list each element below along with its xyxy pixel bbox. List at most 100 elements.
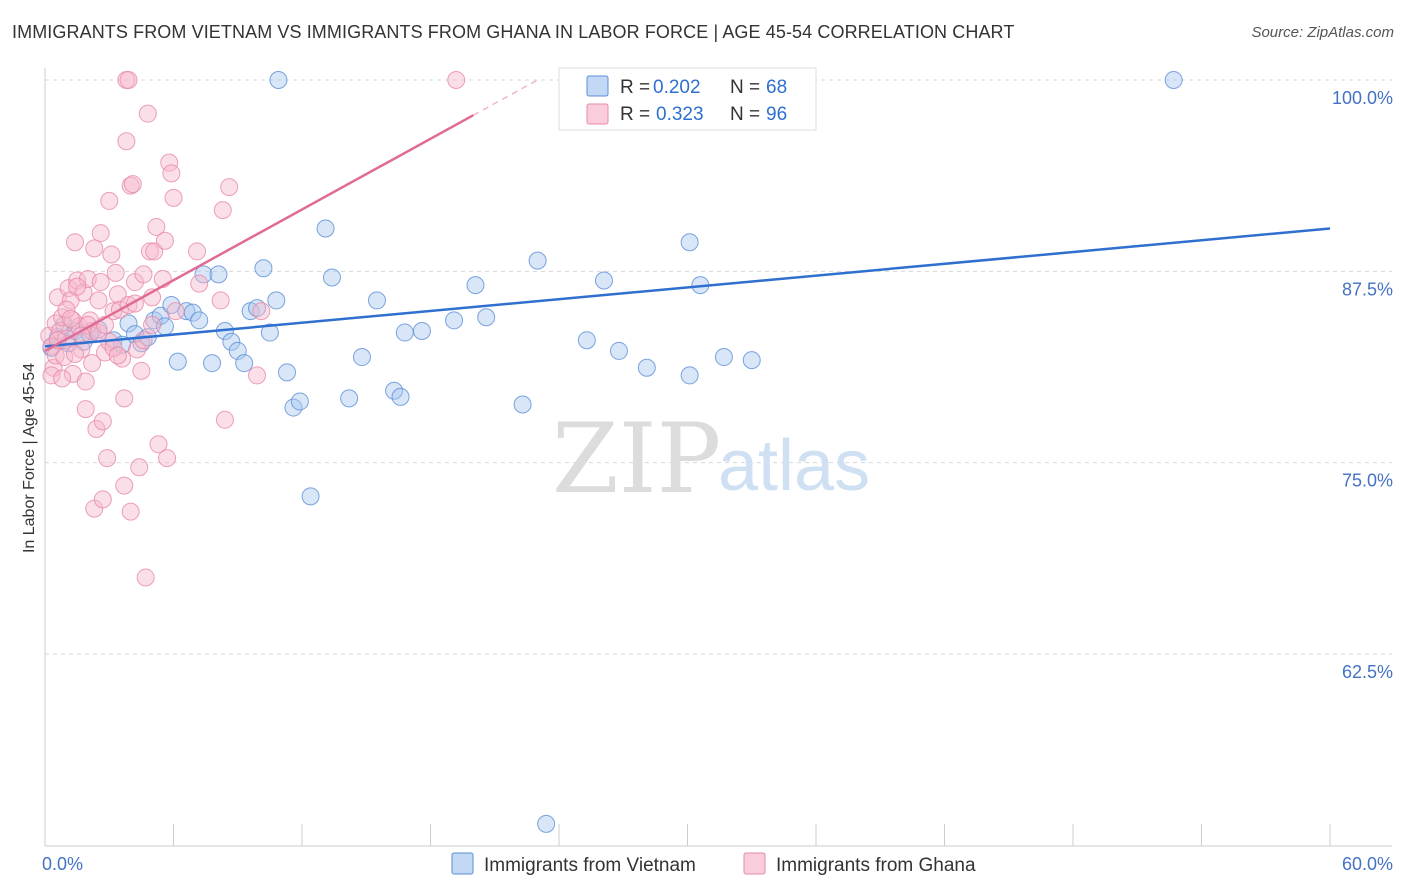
vietnam-point-52 bbox=[537, 814, 556, 833]
vietnam-point-54 bbox=[577, 331, 596, 350]
ghana-point-88 bbox=[61, 309, 80, 328]
watermark-zip: ZIP bbox=[552, 403, 721, 515]
ghana-point-39 bbox=[108, 285, 127, 304]
vietnam-point-18 bbox=[168, 352, 187, 371]
ghana-point-57 bbox=[145, 242, 164, 261]
ghana-point-51 bbox=[132, 361, 151, 380]
ghana-point-58 bbox=[147, 217, 166, 236]
ghana-point-70 bbox=[213, 201, 232, 220]
vietnam-point-44 bbox=[391, 387, 410, 406]
vietnam-point-65 bbox=[1164, 71, 1183, 89]
vietnam-point-51 bbox=[528, 251, 547, 270]
stats-legend: R = 0.202 N = 68 R = 0.323 N = 96 bbox=[558, 67, 817, 131]
vietnam-point-45 bbox=[395, 323, 414, 342]
vietnam-point-41 bbox=[352, 348, 371, 367]
ghana-trend-line bbox=[44, 114, 474, 353]
legend-n-value-ghana: 96 bbox=[766, 104, 787, 125]
ghana-point-84 bbox=[121, 502, 140, 521]
vietnam-point-32 bbox=[260, 323, 279, 342]
ghana-point-73 bbox=[248, 366, 267, 385]
ghana-point-53 bbox=[136, 568, 155, 587]
vietnam-point-50 bbox=[513, 395, 532, 414]
ghana-point-29 bbox=[91, 273, 110, 292]
y-tick-label-0: 62.5% bbox=[1342, 662, 1393, 682]
vietnam-point-49 bbox=[477, 308, 496, 327]
series-ghana-points bbox=[40, 71, 466, 587]
ghana-point-94 bbox=[53, 369, 72, 388]
ghana-point-71 bbox=[215, 410, 234, 429]
ghana-point-63 bbox=[160, 153, 179, 172]
watermark-atlas: atlas bbox=[718, 426, 870, 506]
ghana-point-17 bbox=[72, 340, 91, 359]
ghana-point-34 bbox=[100, 191, 119, 210]
legend-n-label-vietnam: N = bbox=[730, 77, 760, 98]
ghana-point-80 bbox=[65, 344, 84, 363]
ghana-point-31 bbox=[93, 412, 112, 431]
vietnam-point-39 bbox=[322, 268, 341, 287]
ghana-point-76 bbox=[119, 71, 138, 89]
vietnam-point-56 bbox=[609, 341, 628, 360]
vietnam-point-42 bbox=[367, 291, 386, 310]
vietnam-point-21 bbox=[190, 311, 209, 330]
ghana-point-47 bbox=[123, 175, 142, 194]
ghana-point-59 bbox=[149, 435, 168, 454]
ghana-point-54 bbox=[138, 104, 157, 123]
ghana-point-90 bbox=[83, 354, 102, 373]
legend-swatch-ghana bbox=[586, 103, 609, 125]
trend-lines bbox=[44, 79, 1331, 353]
ghana-point-8 bbox=[55, 348, 74, 367]
ghana-point-44 bbox=[117, 132, 136, 151]
vietnam-point-33 bbox=[267, 291, 286, 310]
ghana-point-78 bbox=[42, 366, 61, 385]
ghana-point-14 bbox=[65, 233, 84, 252]
ghana-point-72 bbox=[220, 178, 239, 197]
vietnam-point-37 bbox=[301, 487, 320, 506]
ghana-point-55 bbox=[140, 242, 159, 261]
ghana-point-69 bbox=[211, 291, 230, 310]
y-tick-label-3: 100.0% bbox=[1332, 88, 1393, 108]
bottom-legend-swatch-vietnam bbox=[451, 852, 474, 875]
legend-swatch-vietnam bbox=[586, 75, 609, 97]
bottom-legend-label-ghana: Immigrants from Ghana bbox=[776, 855, 976, 876]
y-tick-label-2: 87.5% bbox=[1342, 279, 1393, 299]
x-tick-label-0: 0.0% bbox=[42, 854, 83, 874]
vietnam-point-58 bbox=[680, 233, 699, 252]
vietnam-trend-line bbox=[44, 227, 1331, 348]
series-legend: Immigrants from Vietnam Immigrants from … bbox=[451, 852, 976, 876]
chart-title: IMMIGRANTS FROM VIETNAM VS IMMIGRANTS FR… bbox=[12, 22, 1015, 42]
vietnam-point-38 bbox=[316, 219, 335, 238]
ghana-point-86 bbox=[143, 315, 162, 334]
ghana-point-27 bbox=[89, 291, 108, 310]
vietnam-point-59 bbox=[680, 366, 699, 385]
ghana-point-87 bbox=[57, 300, 76, 319]
ghana-point-43 bbox=[115, 476, 134, 495]
ghana-point-52 bbox=[134, 265, 153, 284]
legend-r-label-vietnam: R = bbox=[620, 77, 650, 98]
y-tick-labels: 62.5% 75.0% 87.5% 100.0% bbox=[1332, 88, 1393, 682]
ghana-point-19 bbox=[76, 372, 95, 391]
ghana-trend-extension bbox=[472, 79, 538, 116]
ghana-point-95 bbox=[68, 277, 87, 296]
ghana-point-33 bbox=[98, 449, 117, 468]
vietnam-point-23 bbox=[203, 354, 222, 373]
vietnam-point-14 bbox=[145, 311, 164, 330]
vietnam-point-24 bbox=[209, 265, 228, 284]
ghana-point-49 bbox=[128, 340, 147, 359]
vietnam-point-46 bbox=[412, 322, 431, 341]
vietnam-point-36 bbox=[290, 392, 309, 411]
ghana-point-42 bbox=[115, 389, 134, 408]
source-label: Source: ZipAtlas.com bbox=[1251, 24, 1394, 41]
axes bbox=[44, 68, 1392, 847]
vietnam-point-48 bbox=[466, 276, 485, 295]
ghana-point-92 bbox=[108, 346, 127, 365]
vietnam-point-34 bbox=[278, 363, 297, 382]
vietnam-point-10 bbox=[119, 314, 138, 333]
vietnam-point-31 bbox=[254, 259, 273, 278]
ghana-point-50 bbox=[130, 458, 149, 477]
ghana-point-38 bbox=[106, 263, 125, 282]
vietnam-point-55 bbox=[594, 271, 613, 290]
x-tick-labels: 0.0% 60.0% bbox=[42, 854, 1393, 874]
legend-n-value-vietnam: 68 bbox=[766, 77, 787, 98]
bottom-legend-label-vietnam: Immigrants from Vietnam bbox=[484, 855, 696, 876]
legend-r-value-ghana: 0.323 bbox=[656, 104, 704, 125]
